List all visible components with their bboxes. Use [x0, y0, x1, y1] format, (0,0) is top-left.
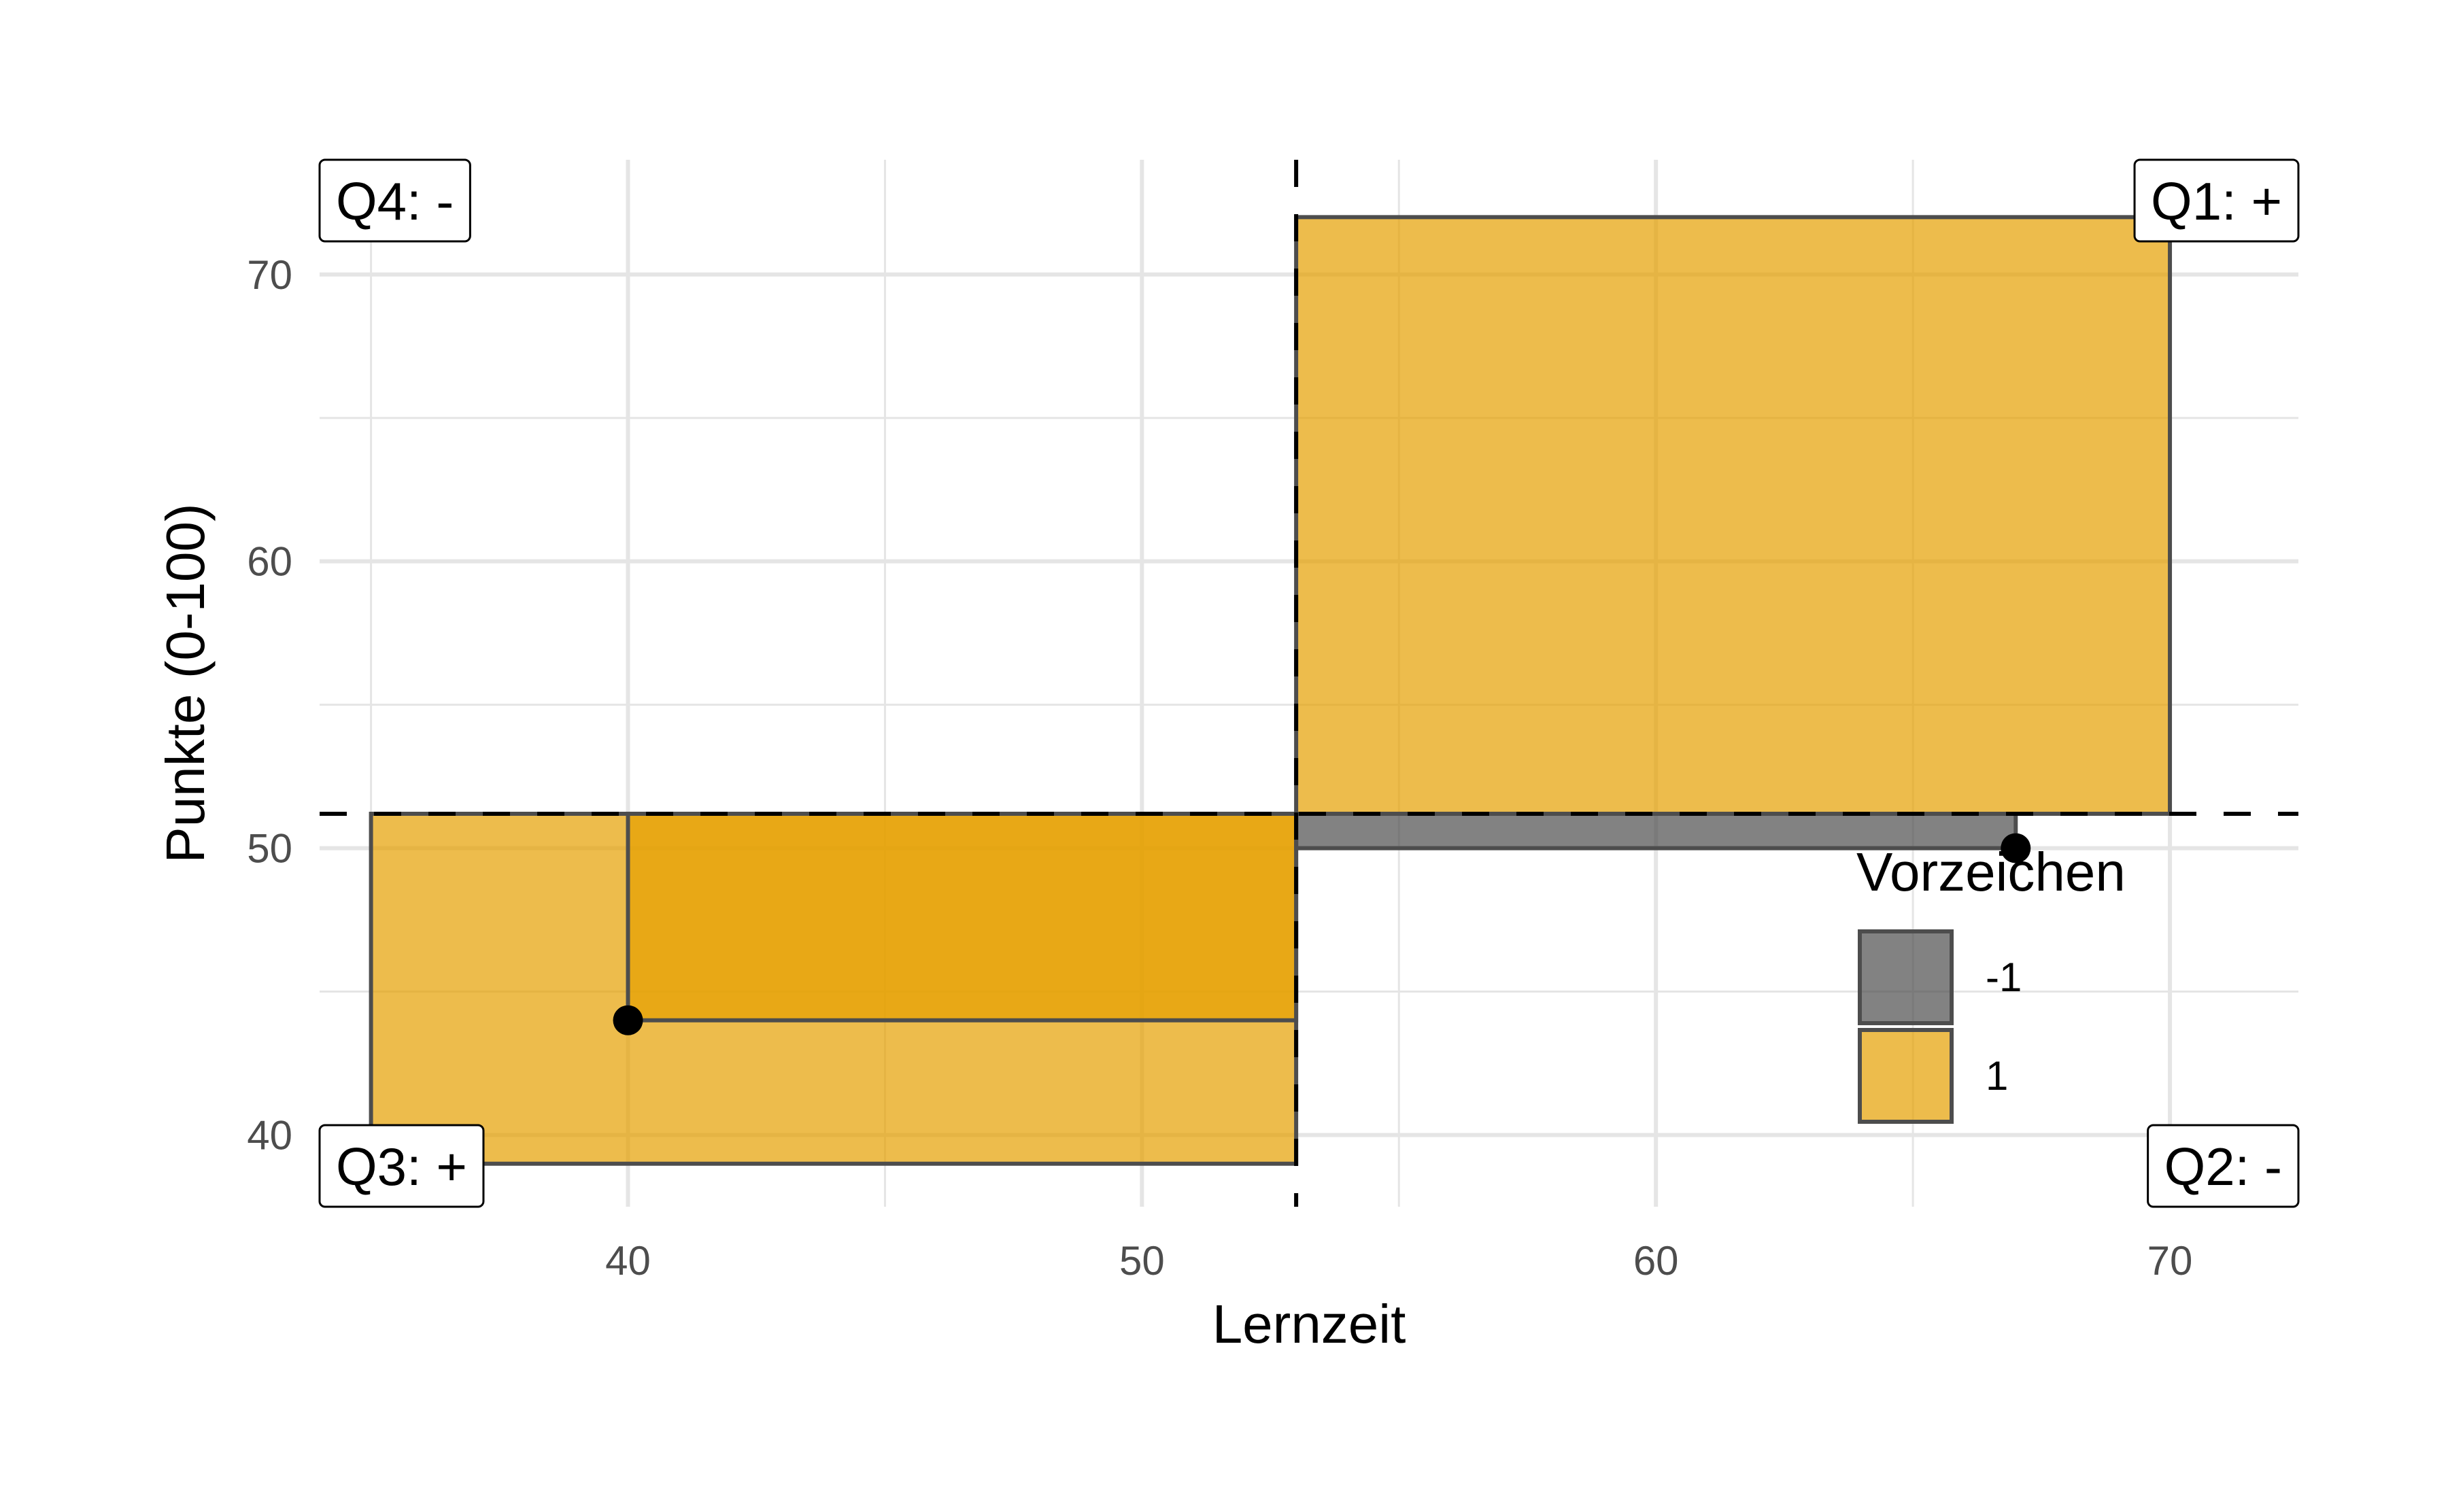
- y-tick-label: 60: [247, 539, 292, 585]
- y-tick-label: 50: [247, 826, 292, 872]
- y-tick-label: 70: [247, 252, 292, 298]
- legend-title: Vorzeichen: [1856, 842, 2126, 902]
- legend-key-negative: [1858, 929, 1954, 1025]
- quadrant-label-q2: Q2: -: [2147, 1124, 2300, 1208]
- x-tick-label: 50: [1119, 1238, 1165, 1284]
- quadrant-label-q1: Q1: +: [2133, 158, 2300, 243]
- quadrant-label-text: Q1: +: [2151, 171, 2282, 231]
- quadrant-labels: Q4: - Q1: + Q3: + Q2: -: [318, 158, 2300, 1208]
- x-tick-label: 70: [2147, 1238, 2193, 1284]
- product-rectangles: [369, 215, 2173, 1166]
- legend-item-label: -1: [1986, 955, 2022, 1000]
- quadrant-label-box: [318, 1124, 485, 1208]
- y-tick-labels: 40 50 60 70: [247, 252, 292, 1158]
- legend: Vorzeichen -1 1: [1856, 842, 2126, 1124]
- quadrant-label-text: Q3: +: [336, 1137, 467, 1197]
- quadrant-label-q4: Q4: -: [318, 158, 471, 243]
- x-tick-label: 40: [605, 1238, 651, 1284]
- quadrant-label-box: [2133, 158, 2300, 243]
- legend-key-positive: [1858, 1028, 1954, 1124]
- y-tick-label: 40: [247, 1113, 292, 1158]
- quadrant-label-text: Q4: -: [336, 171, 454, 231]
- mean-lines: [320, 160, 2298, 1207]
- quadrant-label-box: [2147, 1124, 2300, 1208]
- quadrant-label-box: [318, 158, 471, 243]
- positive-rectangle: [1294, 215, 2173, 816]
- y-axis-title: Punkte (0-100): [155, 503, 216, 863]
- x-axis-title: Lernzeit: [1212, 1294, 1406, 1354]
- positive-rectangle: [626, 811, 1299, 1023]
- x-tick-labels: 40 50 60 70: [605, 1238, 2192, 1284]
- data-point: [613, 1005, 643, 1035]
- quadrant-label-q3: Q3: +: [318, 1124, 485, 1208]
- legend-item-label: 1: [1986, 1053, 2008, 1099]
- x-tick-label: 60: [1633, 1238, 1679, 1284]
- data-point: [2001, 833, 2031, 863]
- quadrant-label-text: Q2: -: [2164, 1137, 2282, 1197]
